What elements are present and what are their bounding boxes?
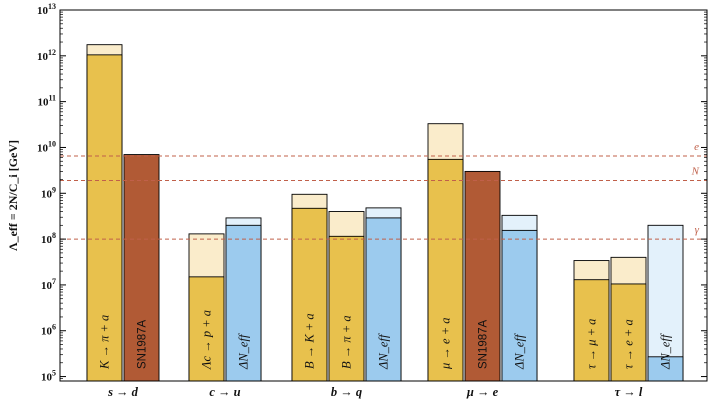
category-label-2: b → q (331, 385, 362, 399)
bar-label-sn1987a-0-1: SN1987A (137, 319, 149, 369)
bar-neff-4-2 (647, 356, 684, 382)
bar-label-meson-3-0: μ → e + a (439, 317, 453, 370)
bar-sn1987a-0-1 (123, 154, 160, 382)
bar-label-meson-0-0: K → π + a (98, 315, 112, 370)
axes: s → d c → u b → q μ → e τ → l 105 106 107 108 109… (6, 2, 708, 399)
ytick-label-6: 1011 (37, 94, 56, 109)
ytick-label-2: 107 (41, 277, 56, 292)
bar-label-neff-1-1: ΔN_eff (237, 333, 251, 370)
bar-meson-3-0 (427, 158, 464, 382)
reference-label-2: γ (695, 224, 700, 236)
bar-label-meson-1-0: Λc → p + a (200, 310, 214, 370)
ytick-label-8: 1013 (37, 2, 56, 17)
ytick-label-4: 109 (41, 185, 56, 200)
bar-label-meson-2-1: B → π + a (340, 315, 354, 369)
category-label-0: s → d (107, 385, 139, 399)
bar-label-neff-4-2: ΔN_eff (659, 333, 673, 370)
bar-label-meson-2-0: B → K + a (303, 313, 317, 369)
bar-label-meson-4-1: τ → e + a (622, 319, 636, 369)
bar-label-neff-3-2: ΔN_eff (513, 333, 527, 370)
reference-label-1: N (691, 166, 700, 178)
bar-sn1987a-3-1 (464, 170, 501, 382)
ytick-label-3: 108 (41, 231, 56, 246)
bar-meson-0-0 (86, 54, 123, 382)
bar-label-meson-4-0: τ → μ + a (585, 319, 599, 369)
bar-meson-4-1 (610, 283, 647, 382)
category-label-4: τ → l (615, 385, 643, 399)
bar-meson-4-0 (573, 279, 610, 382)
bars-layer (86, 44, 684, 382)
ytick-label-0: 105 (41, 369, 56, 384)
category-label-3: μ → e (466, 385, 499, 399)
ytick-label-5: 1010 (37, 139, 56, 154)
bar-label-neff-2-2: ΔN_eff (377, 333, 391, 370)
reference-lines: e Nγ (60, 141, 707, 240)
bar-projection-neff-4-2 (647, 224, 684, 382)
ytick-label-7: 1012 (37, 48, 56, 63)
bar-neff-3-2 (501, 229, 538, 382)
labels-layer: K → π + a SN1987A Λc → p + a ΔN_eff B → K + … (98, 310, 673, 370)
bar-label-sn1987a-3-1: SN1987A (478, 319, 490, 369)
y-axis-label: Λ_eff = 2N/C_i [GeV] (6, 140, 20, 251)
category-label-1: c → u (209, 385, 240, 399)
bar-meson-2-1 (328, 235, 365, 382)
ytick-label-1: 106 (41, 323, 56, 338)
reference-label-0: e (694, 141, 699, 153)
